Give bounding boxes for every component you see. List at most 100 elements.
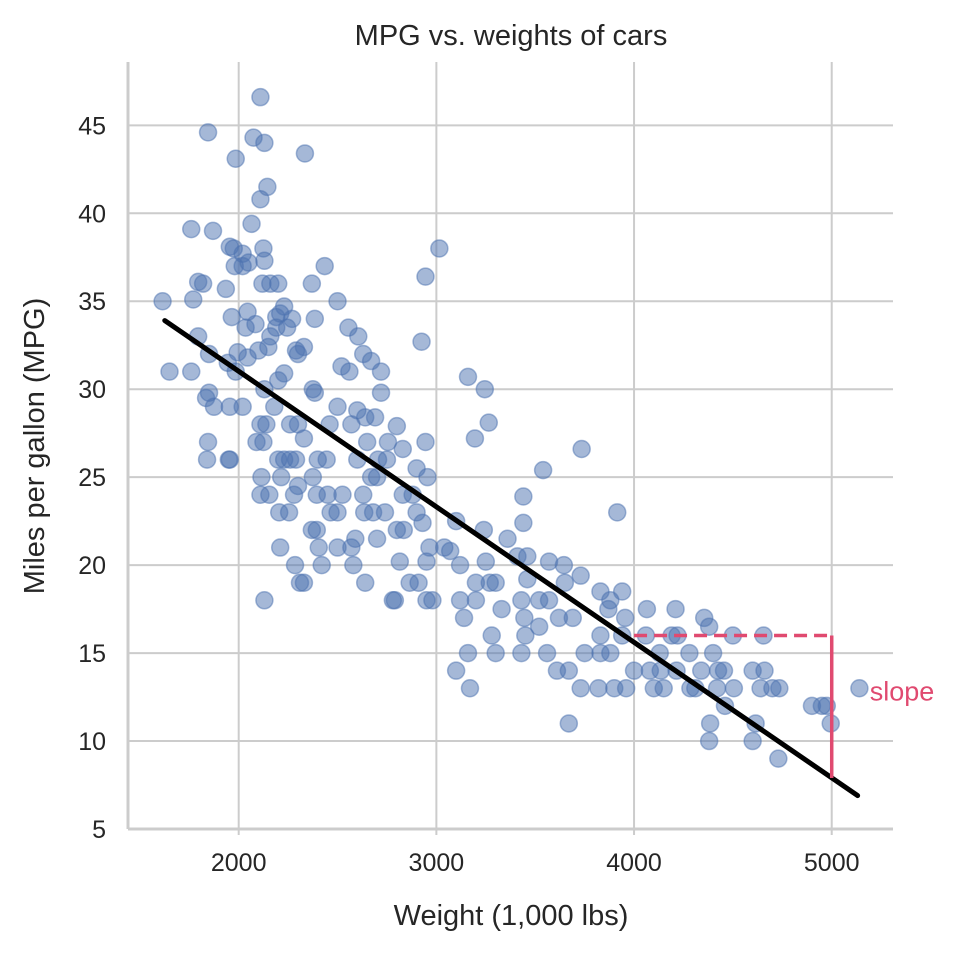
data-point <box>413 513 432 533</box>
data-point <box>393 439 413 459</box>
data-point <box>193 274 213 293</box>
data-point <box>770 679 789 698</box>
data-point <box>295 144 315 163</box>
data-point <box>315 256 334 276</box>
data-point <box>555 573 575 592</box>
data-point <box>246 314 265 334</box>
data-point <box>409 573 428 592</box>
data-point <box>460 679 480 698</box>
data-point <box>333 485 352 505</box>
data-point <box>476 552 496 571</box>
data-point <box>755 661 774 680</box>
data-point <box>601 643 620 663</box>
data-point <box>533 460 553 480</box>
data-point <box>377 450 397 469</box>
data-point <box>222 307 242 327</box>
data-point <box>277 318 297 337</box>
data-point <box>699 617 719 636</box>
data-point <box>440 541 460 561</box>
data-point <box>353 485 373 505</box>
data-point <box>216 279 236 299</box>
data-point <box>475 379 495 399</box>
data-point <box>416 267 435 286</box>
data-point <box>486 573 505 592</box>
data-point <box>255 591 274 610</box>
data-point <box>312 555 331 575</box>
data-point <box>390 552 410 571</box>
data-point <box>703 643 723 663</box>
y-tick-label: 25 <box>78 464 106 492</box>
data-point <box>219 450 239 469</box>
data-point <box>270 538 290 557</box>
data-point <box>342 415 361 434</box>
y-axis-label: Miles per gallon (MPG) <box>19 298 51 595</box>
data-point <box>344 555 363 575</box>
data-point <box>286 450 306 469</box>
data-point <box>375 503 395 522</box>
y-tick-label: 10 <box>78 728 106 756</box>
y-tick-label: 40 <box>78 200 106 228</box>
y-tick-label: 15 <box>78 640 106 668</box>
data-point <box>357 432 377 452</box>
data-point <box>183 290 203 309</box>
y-tick-label: 45 <box>78 112 106 140</box>
data-point <box>512 591 531 610</box>
data-point <box>255 251 274 271</box>
x-tick-label: 5000 <box>804 849 860 877</box>
data-point <box>699 731 719 751</box>
data-point <box>572 439 591 459</box>
x-tick-label: 4000 <box>606 849 662 877</box>
data-point <box>514 487 533 506</box>
data-point <box>575 643 594 663</box>
data-point <box>303 467 323 487</box>
data-point <box>559 661 579 680</box>
regression-line-group <box>162 318 861 799</box>
data-point <box>305 383 325 402</box>
data-point <box>367 529 387 548</box>
data-point <box>371 362 391 381</box>
data-point <box>571 679 590 698</box>
data-point <box>371 383 391 402</box>
data-point <box>423 591 442 610</box>
data-point <box>850 679 869 698</box>
data-point <box>233 397 252 417</box>
data-point <box>529 617 549 636</box>
data-point <box>268 274 288 293</box>
data-point <box>599 599 618 619</box>
data-point <box>252 467 271 487</box>
data-point <box>394 520 414 540</box>
data-point <box>724 679 744 698</box>
data-point <box>417 552 436 571</box>
data-point <box>537 643 557 663</box>
data-point <box>285 555 305 575</box>
data-point <box>294 573 314 592</box>
data-point <box>514 513 533 533</box>
data-point <box>616 679 636 698</box>
data-point <box>204 397 224 417</box>
data-point <box>328 397 347 417</box>
data-point <box>340 362 359 381</box>
data-point <box>198 123 218 142</box>
data-point <box>305 309 325 329</box>
data-point <box>516 626 535 645</box>
data-point <box>251 415 270 434</box>
data-point <box>430 239 449 258</box>
data-point <box>182 362 201 381</box>
data-point <box>714 661 734 680</box>
data-point <box>486 643 505 663</box>
data-point <box>482 626 501 645</box>
data-point <box>518 547 537 566</box>
data-points <box>153 87 869 768</box>
x-axis-label: Weight (1,000 lbs) <box>394 900 629 932</box>
data-point <box>458 643 478 663</box>
data-point <box>589 679 608 698</box>
data-point <box>328 503 347 522</box>
data-point <box>279 503 299 522</box>
data-point <box>624 661 644 680</box>
data-point <box>412 332 431 351</box>
data-point <box>349 327 368 346</box>
data-point <box>498 529 517 548</box>
data-point <box>571 566 590 585</box>
data-point <box>607 503 627 522</box>
